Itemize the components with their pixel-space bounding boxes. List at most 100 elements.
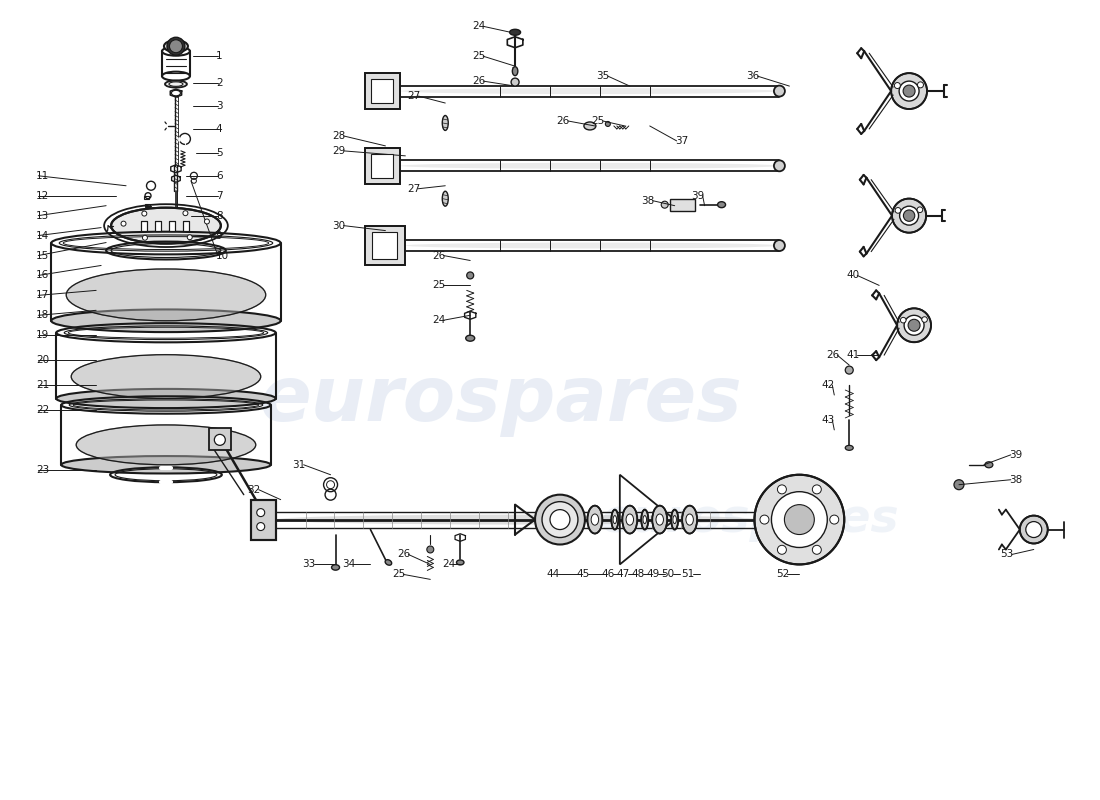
Ellipse shape — [442, 191, 449, 206]
Ellipse shape — [62, 456, 271, 474]
Text: 37: 37 — [674, 136, 688, 146]
Text: 26: 26 — [432, 250, 446, 261]
Circle shape — [1026, 522, 1042, 538]
Ellipse shape — [406, 242, 780, 249]
Circle shape — [894, 82, 901, 89]
Circle shape — [142, 211, 146, 216]
Text: 24: 24 — [442, 559, 455, 570]
Ellipse shape — [165, 81, 187, 87]
Text: 35: 35 — [596, 71, 609, 81]
Text: 15: 15 — [36, 250, 50, 261]
Circle shape — [512, 78, 519, 86]
Text: 30: 30 — [332, 221, 345, 230]
Text: 18: 18 — [36, 310, 50, 320]
Text: 27: 27 — [407, 91, 420, 101]
Text: 8: 8 — [216, 210, 222, 221]
Text: 7: 7 — [216, 190, 222, 201]
Circle shape — [535, 494, 585, 545]
Text: 16: 16 — [36, 270, 50, 281]
Bar — [169, 221, 175, 230]
Text: 41: 41 — [846, 350, 859, 360]
Text: 48: 48 — [631, 570, 645, 579]
Ellipse shape — [400, 88, 780, 94]
Text: 38: 38 — [1009, 474, 1022, 485]
Bar — [373, 231, 397, 259]
Bar — [251, 500, 276, 539]
Ellipse shape — [56, 389, 276, 408]
Text: 43: 43 — [821, 415, 834, 425]
Text: 39: 39 — [1009, 450, 1022, 460]
Text: 32: 32 — [248, 485, 261, 494]
Ellipse shape — [509, 30, 520, 35]
Ellipse shape — [623, 506, 637, 534]
Ellipse shape — [626, 514, 634, 525]
Bar — [365, 73, 400, 109]
Circle shape — [895, 207, 901, 214]
Text: 10: 10 — [216, 250, 229, 261]
Text: 12: 12 — [36, 190, 50, 201]
Bar — [365, 226, 406, 266]
Text: eurospares: eurospares — [601, 497, 899, 542]
Ellipse shape — [72, 354, 261, 398]
Bar — [184, 221, 189, 230]
Text: 34: 34 — [342, 559, 355, 570]
Circle shape — [899, 81, 920, 101]
Text: 47: 47 — [616, 570, 630, 579]
Bar — [144, 204, 150, 207]
Bar — [169, 221, 175, 230]
Circle shape — [550, 510, 570, 530]
Bar — [372, 79, 394, 103]
Text: 23: 23 — [36, 465, 50, 474]
Circle shape — [898, 308, 931, 342]
Ellipse shape — [584, 122, 596, 130]
Circle shape — [771, 492, 827, 547]
Circle shape — [909, 319, 920, 331]
Text: 29: 29 — [332, 146, 345, 156]
Text: 2: 2 — [216, 78, 222, 88]
Text: 53: 53 — [1001, 550, 1014, 559]
Text: 19: 19 — [36, 330, 50, 340]
Text: 9: 9 — [216, 230, 222, 241]
Ellipse shape — [984, 462, 993, 468]
Text: 52: 52 — [777, 570, 790, 579]
Circle shape — [812, 546, 822, 554]
Text: 11: 11 — [36, 170, 50, 181]
Text: 25: 25 — [472, 51, 485, 61]
Circle shape — [784, 505, 814, 534]
Circle shape — [917, 82, 924, 88]
Bar — [372, 154, 394, 178]
Text: 36: 36 — [746, 71, 759, 81]
FancyArrowPatch shape — [165, 128, 166, 130]
Ellipse shape — [613, 515, 617, 523]
Ellipse shape — [774, 240, 785, 251]
Circle shape — [542, 502, 578, 538]
Circle shape — [922, 317, 927, 322]
Text: 21: 21 — [36, 380, 50, 390]
Text: 39: 39 — [692, 190, 705, 201]
Text: 25: 25 — [432, 280, 446, 290]
Text: 26: 26 — [826, 350, 839, 360]
Text: 22: 22 — [36, 405, 50, 415]
Ellipse shape — [442, 115, 449, 130]
Ellipse shape — [656, 514, 663, 525]
Bar — [670, 198, 694, 210]
Circle shape — [256, 509, 265, 517]
Ellipse shape — [774, 86, 785, 97]
Ellipse shape — [66, 269, 266, 321]
Bar — [141, 221, 146, 230]
Ellipse shape — [717, 202, 726, 208]
Circle shape — [903, 210, 915, 222]
Circle shape — [205, 219, 209, 224]
Circle shape — [917, 207, 923, 213]
Ellipse shape — [644, 515, 647, 523]
Text: 5: 5 — [216, 148, 222, 158]
Text: 26: 26 — [472, 76, 485, 86]
Text: 4: 4 — [216, 124, 222, 134]
Circle shape — [121, 221, 126, 226]
Circle shape — [812, 485, 822, 494]
Circle shape — [214, 434, 225, 446]
Circle shape — [778, 485, 786, 494]
Circle shape — [901, 318, 906, 323]
Text: 26: 26 — [557, 116, 570, 126]
Text: 25: 25 — [592, 116, 605, 126]
